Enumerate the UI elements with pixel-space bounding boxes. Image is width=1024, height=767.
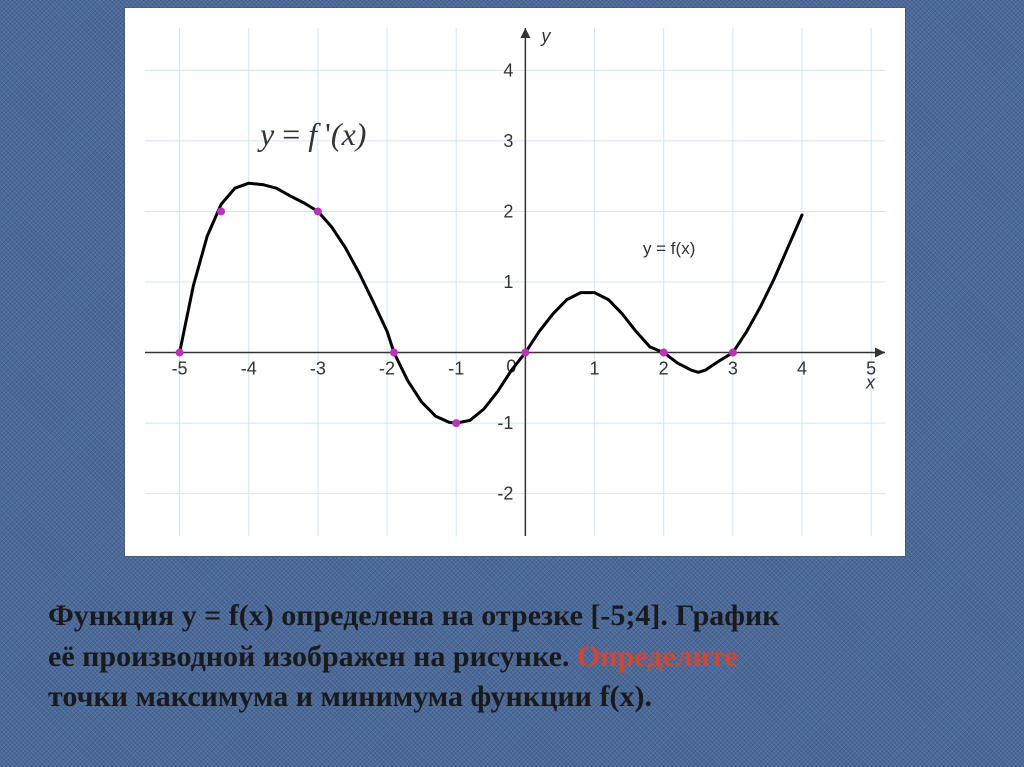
svg-text:2: 2 bbox=[659, 359, 669, 379]
slide-background: -5-4-3-2-1012345-2-11234yxy = f(x) y = f… bbox=[0, 0, 1024, 767]
svg-text:1: 1 bbox=[590, 359, 600, 379]
chart-panel: -5-4-3-2-1012345-2-11234yxy = f(x) y = f… bbox=[125, 8, 905, 556]
svg-text:3: 3 bbox=[503, 131, 513, 151]
svg-text:y: y bbox=[539, 26, 551, 46]
svg-text:3: 3 bbox=[728, 359, 738, 379]
question-text: Функция y = f(x) определена на отрезке [… bbox=[0, 568, 1024, 718]
svg-text:1: 1 bbox=[503, 272, 513, 292]
svg-text:4: 4 bbox=[503, 60, 513, 80]
svg-text:-2: -2 bbox=[379, 359, 395, 379]
svg-text:-3: -3 bbox=[310, 359, 326, 379]
svg-text:x: x bbox=[865, 373, 876, 393]
svg-text:-1: -1 bbox=[497, 413, 513, 433]
svg-text:4: 4 bbox=[797, 359, 807, 379]
svg-text:y = f(x): y = f(x) bbox=[643, 239, 695, 258]
svg-text:-4: -4 bbox=[241, 359, 257, 379]
question-line-1: Функция y = f(x) определена на отрезке [… bbox=[48, 596, 976, 637]
svg-text:-1: -1 bbox=[448, 359, 464, 379]
question-line-3: точки максимума и минимума функции f(x). bbox=[48, 677, 976, 718]
chart-svg: -5-4-3-2-1012345-2-11234yxy = f(x) bbox=[125, 8, 905, 556]
question-line-2: её производной изображен на рисунке. Опр… bbox=[48, 637, 976, 678]
svg-text:-5: -5 bbox=[172, 359, 188, 379]
svg-text:2: 2 bbox=[503, 201, 513, 221]
derivative-formula: y = f '(x) bbox=[260, 116, 366, 153]
svg-text:-2: -2 bbox=[497, 484, 513, 504]
